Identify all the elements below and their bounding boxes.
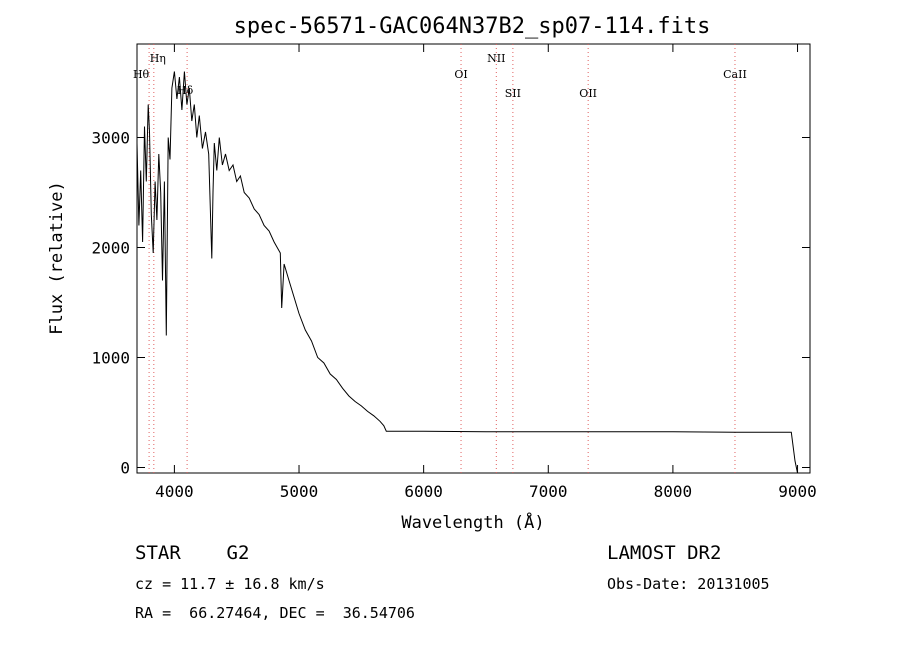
- survey-name: LAMOST DR2: [607, 542, 722, 564]
- line-marker-label: NII: [487, 52, 505, 65]
- x-tick-label: 7000: [529, 482, 568, 501]
- y-tick-label: 2000: [91, 239, 130, 258]
- line-marker-label: SII: [505, 87, 521, 100]
- line-marker-label: CaII: [723, 68, 747, 81]
- object-class: STAR G2: [135, 542, 250, 564]
- observation-date: Obs-Date: 20131005: [607, 575, 770, 593]
- redshift-velocity: cz = 11.7 ± 16.8 km/s: [135, 575, 325, 593]
- line-marker-label: OI: [454, 68, 467, 81]
- x-tick-label: 4000: [155, 482, 194, 501]
- y-axis: 0 1000 2000 3000: [91, 129, 810, 478]
- x-tick-label: 6000: [404, 482, 443, 501]
- line-marker-label: OII: [579, 87, 597, 100]
- coordinates: RA = 66.27464, DEC = 36.54706: [135, 604, 415, 622]
- chart-title: spec-56571-GAC064N37B2_sp07-114.fits: [234, 14, 711, 39]
- spectrum-line: [136, 71, 798, 474]
- line-marker-label: Hη: [150, 52, 166, 65]
- line-marker-label: Hθ: [133, 68, 150, 81]
- x-tick-label: 9000: [778, 482, 817, 501]
- x-axis-label: Wavelength (Å): [401, 511, 544, 533]
- y-tick-label: 1000: [91, 349, 130, 368]
- y-tick-label: 0: [120, 459, 130, 478]
- x-tick-label: 8000: [654, 482, 693, 501]
- x-tick-label: 5000: [280, 482, 319, 501]
- y-tick-label: 3000: [91, 129, 130, 148]
- plot-frame: [136, 43, 811, 474]
- y-axis-label: Flux (relative): [47, 181, 67, 335]
